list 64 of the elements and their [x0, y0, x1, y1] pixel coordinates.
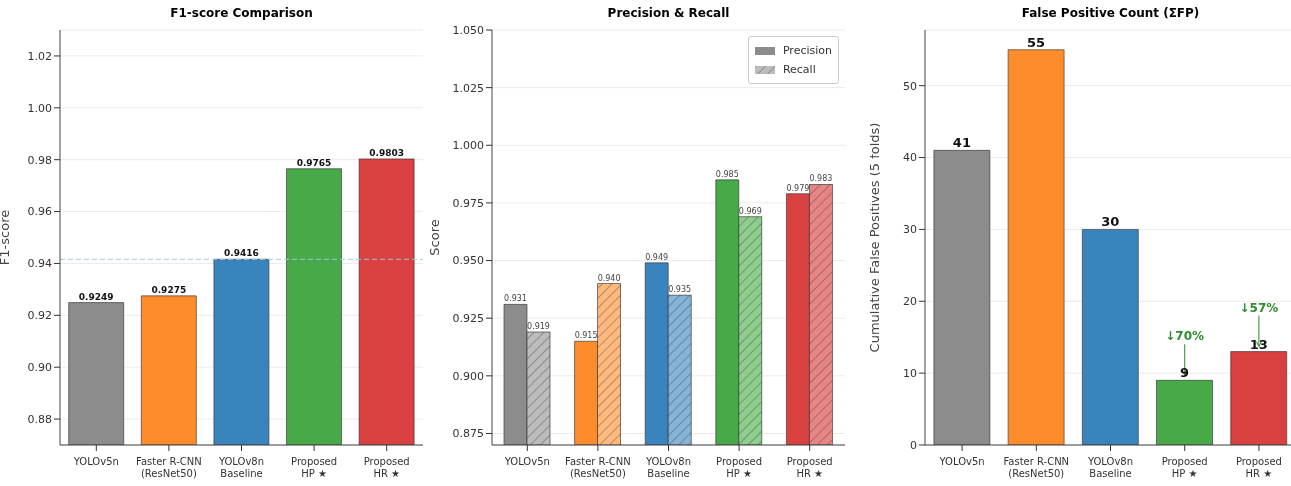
y-tick-label: 0.88 [27, 412, 52, 426]
y-tick-label: 1.025 [452, 81, 484, 95]
data-label: 0.969 [738, 206, 762, 216]
annotation: ↓70% [1165, 329, 1205, 344]
x-tick-label: Faster R-CNN (ResNet50) [136, 456, 202, 479]
data-label: 0.9765 [296, 157, 332, 168]
data-label: 0.9803 [369, 147, 404, 158]
x-tick-label: YOLOv8n Baseline [1086, 456, 1134, 479]
y-tick-label: 0.975 [452, 196, 484, 210]
y-tick-label: 0.98 [27, 153, 52, 167]
data-label: 13 [1249, 336, 1268, 352]
annotation: ↓57% [1239, 300, 1279, 315]
data-label: 0.915 [574, 331, 598, 341]
data-label: 0.940 [597, 273, 621, 283]
y-tick-label: 0.875 [452, 427, 484, 441]
data-label: 55 [1027, 34, 1046, 50]
y-tick-label: 0.94 [27, 257, 52, 271]
x-tick-label: Proposed HP ★ [1161, 456, 1208, 479]
x-tick-label: YOLOv5n [503, 456, 550, 467]
y-tick-label: 50 [903, 79, 917, 93]
chart-title: Precision & Recall [606, 6, 731, 20]
y-tick-label: 1.00 [27, 101, 52, 115]
x-tick-label: Proposed HP ★ [291, 456, 338, 479]
y-tick-label: 1.050 [452, 23, 484, 37]
x-tick-label: Proposed HR ★ [1235, 456, 1282, 479]
x-tick-label: Proposed HP ★ [716, 456, 763, 479]
y-tick-label: 10 [903, 367, 917, 381]
y-tick-label: 30 [903, 223, 917, 237]
x-tick-label: YOLOv5n [72, 456, 119, 467]
y-tick-label: 1.000 [452, 139, 484, 153]
data-label: 0.9275 [151, 284, 187, 295]
data-label: 0.919 [527, 322, 550, 332]
legend-label: Recall [782, 62, 816, 78]
data-label: 0.931 [504, 294, 527, 304]
y-tick-label: 40 [903, 151, 917, 165]
data-label: 0.983 [809, 174, 833, 184]
data-label: 0.9416 [224, 248, 259, 259]
y-tick-label: 0.950 [452, 254, 484, 268]
x-tick-label: Faster R-CNN (ResNet50) [565, 456, 631, 479]
x-tick-label: Proposed HR ★ [786, 456, 833, 479]
chart-title: F1-score Comparison [169, 6, 314, 20]
y-tick-label: 0.90 [27, 361, 52, 375]
y-tick-label: 0.92 [27, 309, 52, 323]
y-tick-label: 20 [903, 295, 917, 309]
x-tick-label: YOLOv8n Baseline [217, 456, 265, 479]
chart-title: False Positive Count (ΣFP) [1020, 6, 1201, 20]
legend-label: Precision [782, 43, 832, 59]
y-tick-label: 1.02 [27, 49, 52, 63]
x-tick-label: YOLOv5n [938, 456, 985, 467]
data-label: 9 [1179, 365, 1190, 381]
data-label: 0.949 [645, 252, 669, 262]
data-label: 0.979 [786, 183, 810, 193]
data-label: 41 [952, 135, 971, 151]
data-label: 0.9249 [78, 291, 114, 302]
data-label: 0.985 [715, 169, 739, 179]
x-tick-label: YOLOv8n Baseline [644, 456, 692, 479]
y-tick-label: 0.96 [27, 205, 52, 219]
y-tick-label: 0 [910, 438, 917, 452]
data-label: 30 [1101, 214, 1120, 230]
y-tick-label: 0.925 [452, 312, 484, 326]
x-tick-label: Proposed HR ★ [363, 456, 410, 479]
y-tick-label: 0.900 [452, 369, 484, 383]
x-tick-label: Faster R-CNN (ResNet50) [1003, 456, 1070, 479]
y-axis-title: F1-score [0, 209, 12, 266]
